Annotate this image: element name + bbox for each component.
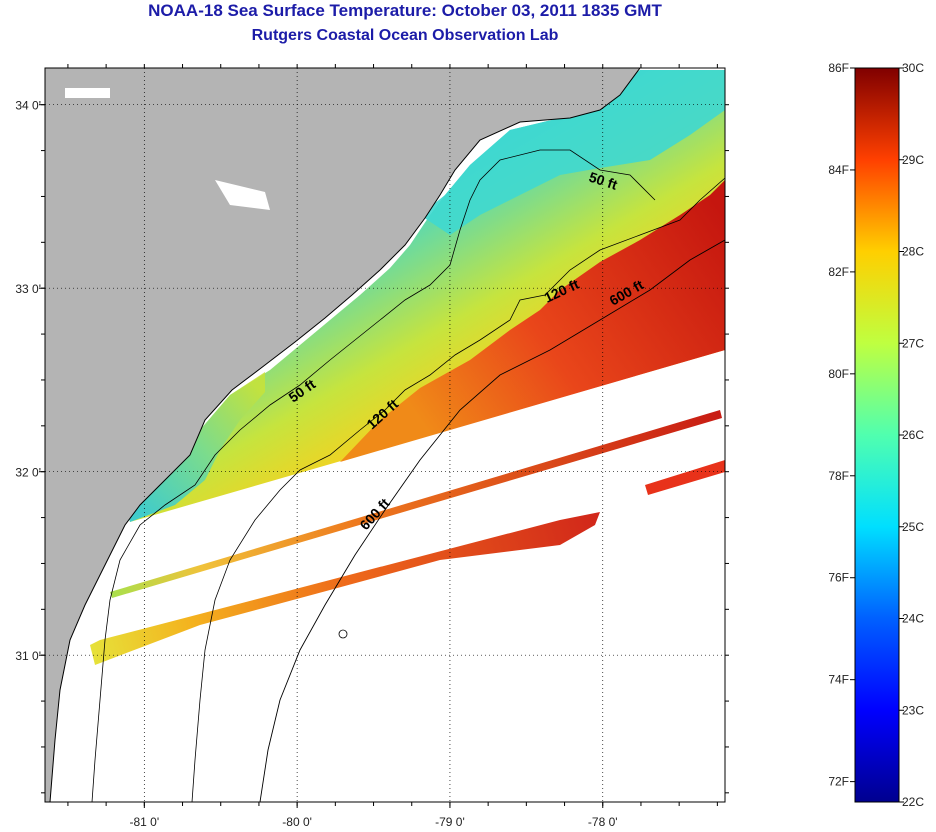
- tick-label-lon: -80 0': [282, 815, 312, 829]
- sst-swath: [125, 70, 725, 522]
- contour-50ft: [91, 149, 656, 802]
- land-mass: [45, 68, 640, 802]
- map-grid: -81 0' -80 0' -79 0' -78 0' 34 0' 33 0' 32 0' 3…: [15, 64, 729, 829]
- sst-strip-lower: [90, 512, 600, 665]
- seamount-contour: [338, 629, 348, 639]
- coastline-contour: [49, 68, 641, 802]
- map-frame: [44, 67, 726, 803]
- tick-label-lat: 31 0': [15, 649, 41, 663]
- sst-strip-far: [645, 460, 725, 495]
- north-cool-water: [420, 70, 725, 235]
- tick-label-lat: 33 0': [15, 282, 41, 296]
- offshore-warm-water: [340, 180, 725, 462]
- contour-120ft: [191, 177, 725, 802]
- coastal-island: [270, 222, 298, 246]
- tick-label-lon: -78 0': [588, 815, 618, 829]
- tick-label-lon: -79 0': [435, 815, 465, 829]
- tick-label-lat: 32 0': [15, 466, 41, 480]
- sst-strip-thin: [110, 410, 722, 598]
- tick-label-lon: -81 0': [129, 815, 159, 829]
- cloud-patch: [215, 180, 270, 210]
- tick-label-lat: 34 0': [15, 99, 41, 113]
- contour-600ft: [259, 239, 725, 802]
- cloud-patch: [65, 88, 110, 98]
- chart-title: NOAA-18 Sea Surface Temperature: October…: [148, 1, 662, 20]
- chart-subtitle: Rutgers Coastal Ocean Observation Lab: [251, 27, 559, 44]
